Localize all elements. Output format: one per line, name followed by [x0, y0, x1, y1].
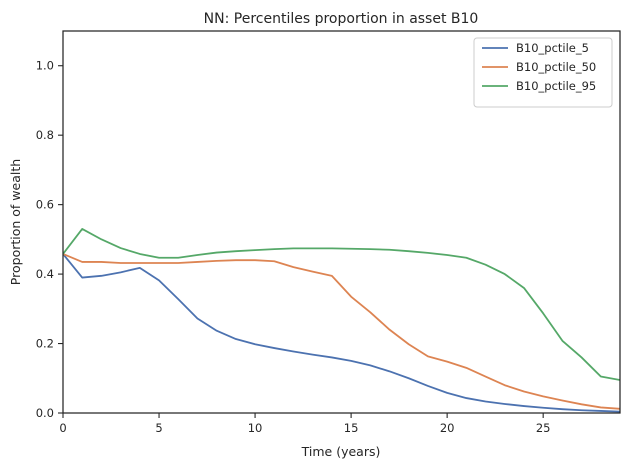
x-tick-label: 15: [344, 421, 359, 435]
y-tick-label: 0.6: [36, 198, 54, 212]
legend: B10_pctile_5 B10_pctile_50 B10_pctile_95: [473, 37, 613, 108]
x-tick-label: 5: [155, 421, 162, 435]
plot-area: 0 5 10 15 20 25 0.0 0.2 0.4 0.6 0.8 1.0: [36, 30, 621, 435]
x-tick-label: 0: [59, 421, 66, 435]
y-tick-label: 0.2: [36, 337, 54, 351]
series-line-B10_pctile_50: [63, 253, 620, 410]
x-tick-label: 20: [440, 421, 455, 435]
x-tick-label: 10: [248, 421, 263, 435]
series-line-B10_pctile_95: [63, 228, 620, 381]
chart-title: NN: Percentiles proportion in asset B10: [204, 11, 479, 27]
x-tick-label: 25: [536, 421, 551, 435]
legend-label: B10_pctile_5: [516, 41, 589, 55]
legend-box: [473, 37, 613, 108]
y-tick-label: 0.4: [36, 267, 54, 281]
x-axis-label: Time (years): [301, 444, 381, 459]
series-line-B10_pctile_5: [63, 253, 620, 413]
y-axis-label: Proportion of wealth: [8, 159, 23, 285]
legend-label: B10_pctile_95: [516, 79, 596, 93]
series-lines: [63, 228, 620, 413]
y-tick-label: 1.0: [36, 59, 54, 73]
legend-label: B10_pctile_50: [516, 60, 596, 74]
y-tick-label: 0.0: [36, 406, 54, 420]
plot-frame: [62, 30, 621, 414]
y-tick-label: 0.8: [36, 128, 54, 142]
